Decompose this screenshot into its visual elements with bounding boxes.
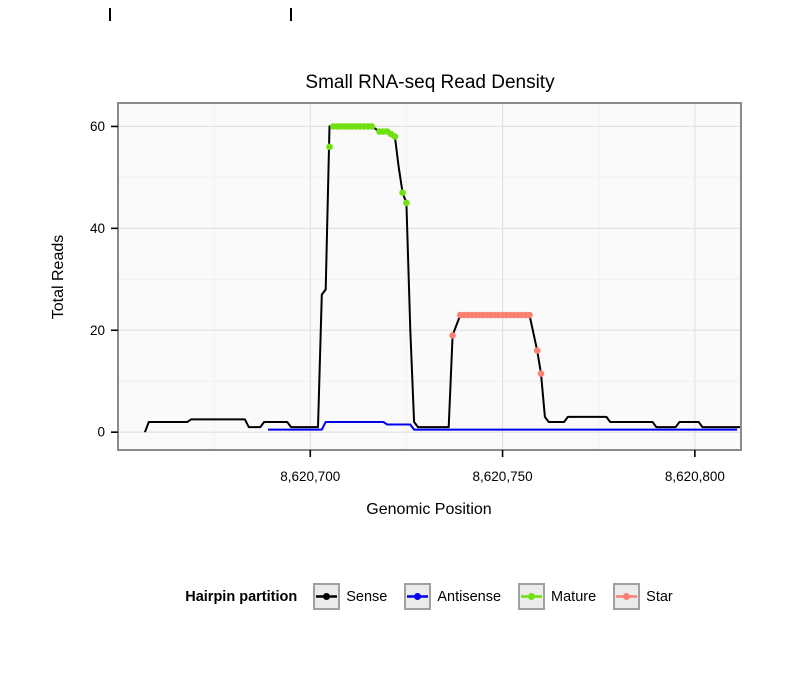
- legend-item-star: Star: [613, 583, 673, 610]
- series-line-antisense: [268, 421, 738, 431]
- legend-label: Mature: [551, 588, 597, 605]
- series-points-star: [449, 311, 545, 377]
- legend-glyph-icon: [407, 593, 429, 600]
- y-tick-label: 40: [90, 221, 105, 236]
- y-tick-label: 0: [97, 425, 105, 440]
- y-tick-label: 20: [90, 323, 105, 338]
- data-point: [399, 189, 406, 196]
- gridlines-major: [118, 103, 741, 450]
- legend-glyph-icon: [616, 593, 638, 600]
- legend-label: Antisense: [437, 588, 502, 605]
- legend-items: Sense Antisense Mature Star: [313, 583, 673, 610]
- legend-item-mature: Mature: [518, 583, 596, 610]
- chart-title: Small RNA-seq Read Density: [305, 72, 555, 93]
- data-point: [368, 123, 376, 130]
- legend-glyph-icon: [521, 593, 543, 600]
- chart-figure: Small RNA-seq Read Density 8,620,700 8,62…: [50, 8, 742, 518]
- legend-key-sense: [313, 583, 341, 610]
- axis-ticks: [111, 125, 696, 457]
- plot-panel: [118, 103, 741, 450]
- legend-label: Sense: [346, 588, 388, 605]
- data-point: [526, 311, 533, 319]
- data-point: [391, 133, 399, 140]
- x-tick-labels: 8,620,700 8,620,750 8,620,800: [280, 469, 725, 484]
- x-tick-label: 8,620,750: [473, 469, 533, 484]
- legend-title: Hairpin partition: [185, 588, 298, 605]
- legend-key-antisense: [404, 583, 432, 610]
- y-tick-label: 60: [90, 119, 105, 134]
- legend-item-antisense: Antisense: [404, 583, 501, 610]
- y-tick-labels: 0 20 40 60: [90, 119, 105, 440]
- gridlines-minor: [118, 103, 741, 450]
- x-axis-title: Genomic Position: [366, 501, 491, 518]
- panel-border: [117, 102, 742, 451]
- data-point: [533, 347, 541, 354]
- series-line-sense: [143, 125, 741, 433]
- legend-item-sense: Sense: [313, 583, 387, 610]
- series-points: [326, 123, 545, 377]
- series-lines: [143, 125, 741, 433]
- data-point: [537, 370, 545, 377]
- x-tick-label: 8,620,700: [280, 469, 340, 484]
- legend-key-star: [613, 583, 641, 610]
- data-point: [326, 143, 333, 151]
- data-point: [449, 332, 456, 339]
- series-points-mature: [326, 123, 410, 207]
- legend-key-mature: [518, 583, 546, 610]
- y-axis-title: Total Reads: [50, 235, 67, 320]
- legend-glyph-icon: [316, 593, 338, 600]
- legend: Hairpin partition Sense Antisense Mature St…: [0, 583, 810, 610]
- x-tick-label: 8,620,800: [665, 469, 725, 484]
- legend-label: Star: [646, 588, 673, 605]
- data-point: [403, 199, 410, 207]
